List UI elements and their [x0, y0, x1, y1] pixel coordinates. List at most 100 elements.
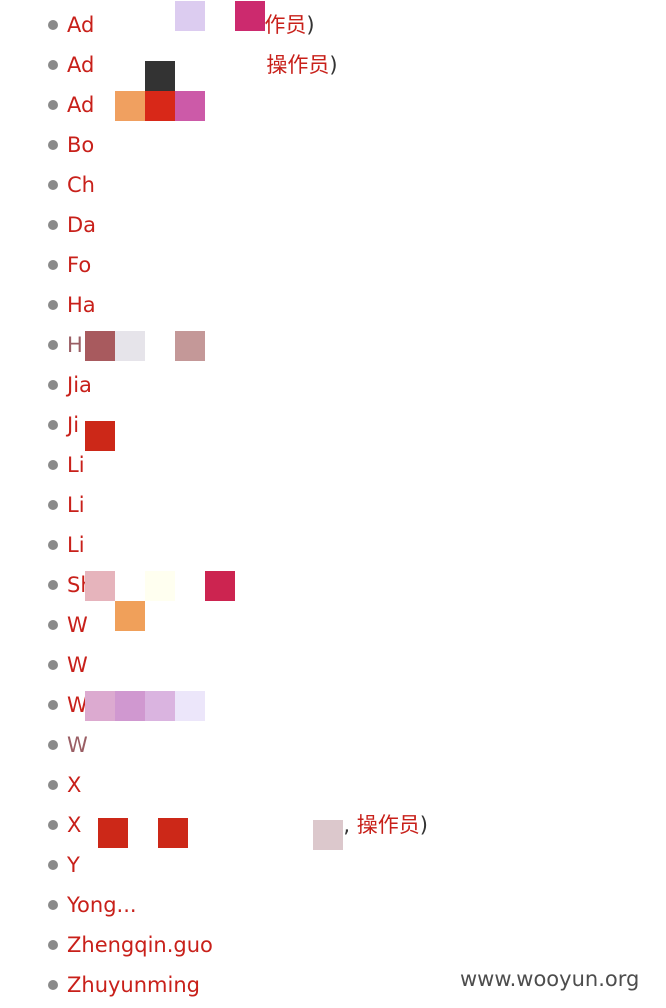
bullet-icon [48, 940, 58, 950]
user-link[interactable]: Ad [67, 13, 95, 37]
bullet-icon [48, 780, 58, 790]
row-text: Ad 操作员) [67, 50, 338, 80]
row-text: Da [67, 210, 96, 240]
row-text: Ha [67, 290, 96, 320]
user-link[interactable]: Ch [67, 173, 95, 197]
list-item: Ad 作员) [0, 10, 666, 40]
user-link[interactable]: Fo [67, 253, 92, 277]
redaction-block [175, 331, 205, 361]
user-link[interactable]: Zhengqin.guo [67, 933, 213, 957]
user-link[interactable]: W [67, 733, 88, 757]
redaction-block [85, 421, 115, 451]
role-link[interactable]: 操作员 [356, 813, 420, 837]
user-link[interactable]: H [67, 333, 83, 357]
list-item: Fo [0, 250, 666, 280]
user-link[interactable]: W [67, 613, 88, 637]
separator: , [343, 813, 351, 837]
list-item: Ha [0, 290, 666, 320]
row-text: W [67, 690, 88, 720]
row-text: W [67, 730, 88, 760]
bullet-icon [48, 820, 58, 830]
list-item: Bo [0, 130, 666, 160]
user-link[interactable]: Jia [67, 373, 92, 397]
row-text: Zhuyunming [67, 970, 200, 1000]
user-link[interactable]: Zhuyunming [67, 973, 200, 997]
list-item: Ad [0, 90, 666, 120]
user-link[interactable]: Bo [67, 133, 95, 157]
list-item: Zhuyunming [0, 970, 666, 1000]
close-paren: ) [419, 813, 428, 837]
bullet-icon [48, 460, 58, 470]
user-link[interactable]: Y [67, 853, 80, 877]
row-text: Fo [67, 250, 91, 280]
list-item: Li [0, 530, 666, 560]
redaction-block [175, 691, 205, 721]
row-text: W [67, 650, 88, 680]
bullet-icon [48, 20, 58, 30]
user-link[interactable]: Ji [67, 413, 80, 437]
bullet-icon [48, 740, 58, 750]
redaction-block [313, 820, 343, 850]
watermark-text: www.wooyun.org [460, 967, 640, 991]
user-link[interactable]: Li [67, 453, 85, 477]
bullet-icon [48, 540, 58, 550]
user-link[interactable]: W [67, 693, 88, 717]
redaction-block [115, 691, 145, 721]
redaction-block [145, 91, 175, 121]
redaction-block [85, 331, 115, 361]
list-item: Ch [0, 170, 666, 200]
redaction-block [145, 571, 175, 601]
row-text: Ch [67, 170, 95, 200]
redaction-block [115, 601, 145, 631]
user-link[interactable]: Li [67, 493, 85, 517]
redaction-block [85, 571, 115, 601]
close-paren: ) [306, 13, 315, 37]
bullet-icon [48, 180, 58, 190]
list-item: Li [0, 490, 666, 520]
user-link[interactable]: Ad [67, 53, 95, 77]
user-link[interactable]: X [67, 813, 82, 837]
bullet-icon [48, 60, 58, 70]
redaction-block [205, 571, 235, 601]
redaction-block [145, 691, 175, 721]
user-link[interactable]: X [67, 773, 82, 797]
row-text: Li [67, 490, 85, 520]
row-text: Li [67, 450, 85, 480]
role-link[interactable]: 操作员 [266, 53, 330, 77]
bullet-icon [48, 300, 58, 310]
bullet-icon [48, 660, 58, 670]
list-item: W [0, 650, 666, 680]
bullet-icon [48, 900, 58, 910]
user-link[interactable]: Yong... [67, 893, 137, 917]
list-item: Ji [0, 410, 666, 440]
bullet-icon [48, 860, 58, 870]
list-item: Y [0, 850, 666, 880]
user-link[interactable]: Ad [67, 93, 95, 117]
redaction-block [98, 818, 128, 848]
row-text: Ad 作员) [67, 10, 315, 40]
bullet-icon [48, 220, 58, 230]
user-link[interactable]: Ha [67, 293, 96, 317]
row-text: X [67, 770, 81, 800]
redaction-block [158, 818, 188, 848]
bullet-icon [48, 420, 58, 430]
redaction-block [175, 91, 205, 121]
user-link[interactable]: Li [67, 533, 85, 557]
row-text: Yong... [67, 890, 137, 920]
redaction-block [145, 61, 175, 91]
user-link[interactable]: W [67, 653, 88, 677]
list-item: Zhengqin.guo [0, 930, 666, 960]
redaction-block [235, 1, 265, 31]
row-text: H [67, 330, 83, 360]
bullet-icon [48, 140, 58, 150]
list-item: W [0, 730, 666, 760]
role-link[interactable]: 作员 [264, 13, 307, 37]
list-item: H [0, 330, 666, 360]
bullet-icon [48, 980, 58, 990]
list-item: Li [0, 450, 666, 480]
bullet-icon [48, 580, 58, 590]
list-item: Jia [0, 370, 666, 400]
row-text: Bo [67, 130, 94, 160]
user-link[interactable]: Da [67, 213, 97, 237]
row-text: X, 操作员) [67, 810, 428, 840]
